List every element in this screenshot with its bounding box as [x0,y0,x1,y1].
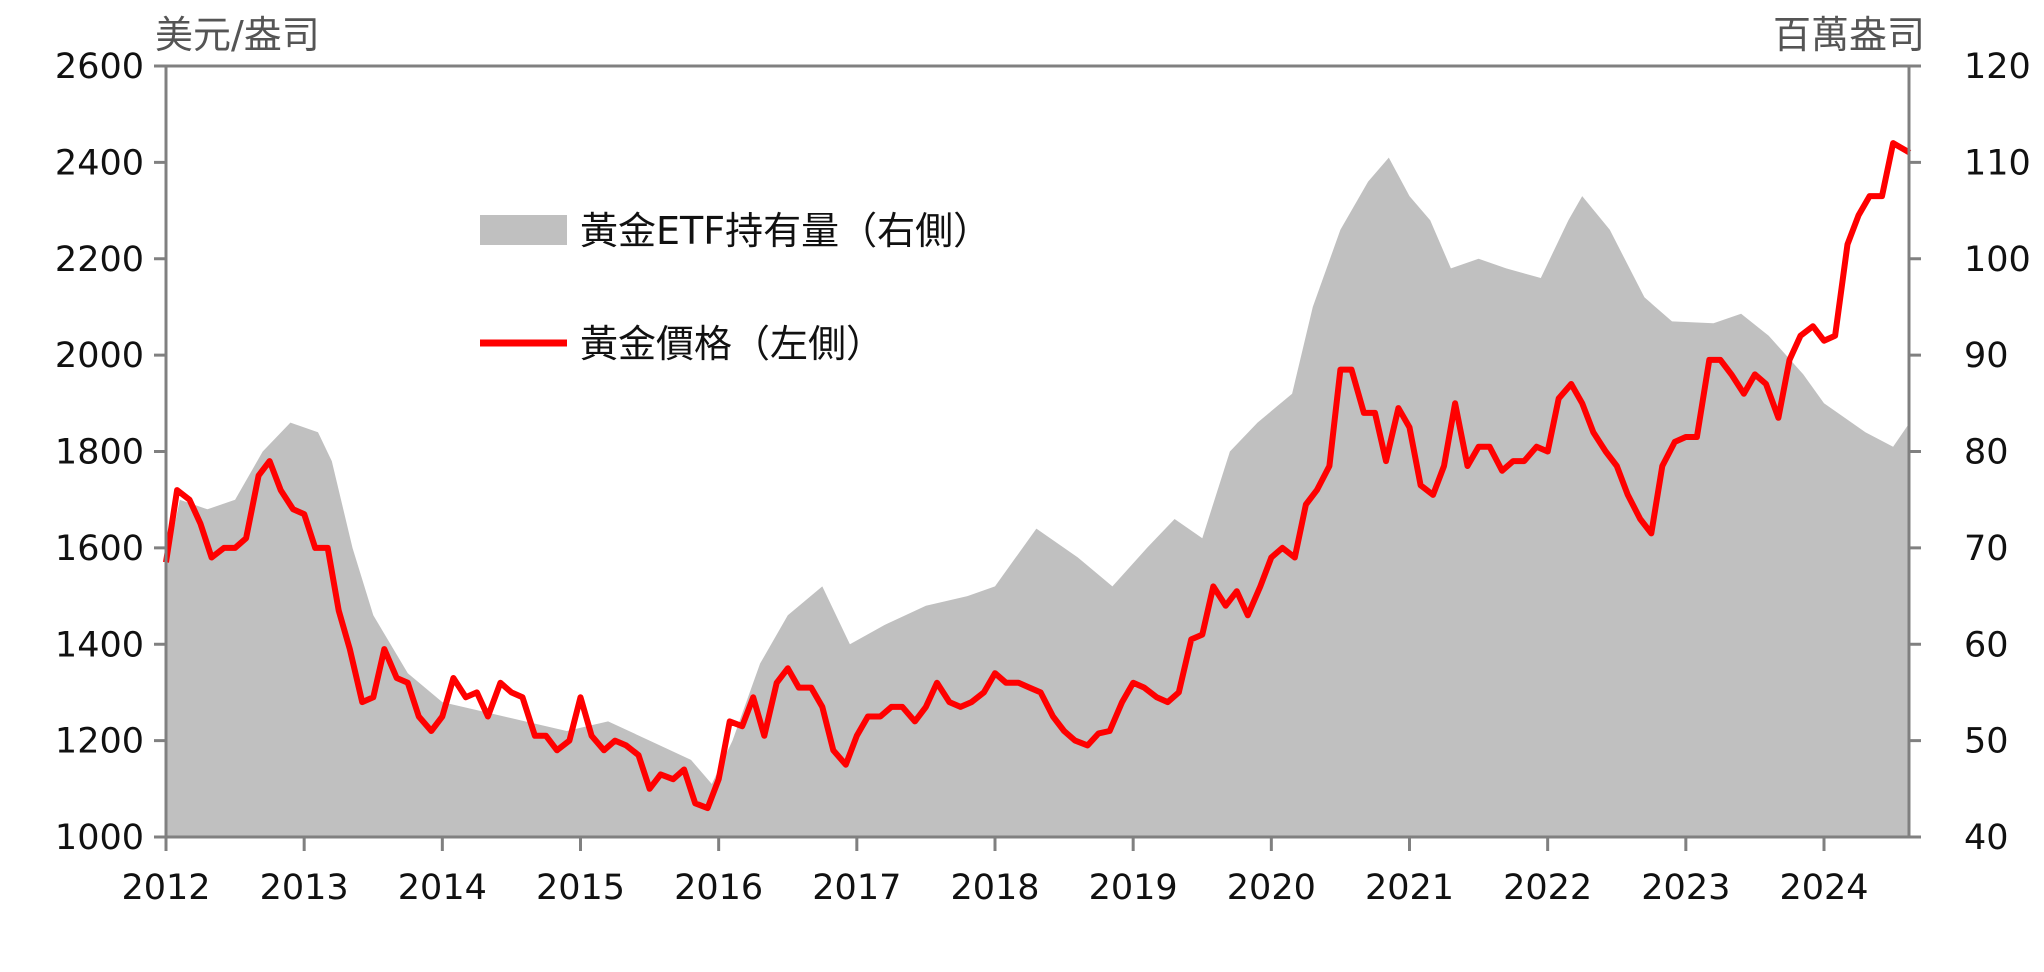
right-tick-label: 80 [1964,433,2009,473]
right-tick-label: 120 [1964,47,2031,87]
x-tick-label: 2015 [536,868,625,908]
x-tick-label: 2024 [1779,868,1868,908]
x-tick-label: 2020 [1227,868,1316,908]
right-axis-unit: 百萬盎司 [1773,13,1925,57]
x-tick-label: 2013 [260,868,349,908]
right-tick-label: 40 [1964,818,2009,858]
left-axis-unit: 美元/盎司 [155,13,320,57]
legend-label-etf: 黃金ETF持有量（右側） [580,209,991,253]
right-tick-label: 50 [1964,722,2009,762]
right-tick-label: 100 [1964,240,2031,280]
x-tick-label: 2017 [812,868,901,908]
right-tick-label: 70 [1964,529,2009,569]
left-tick-label: 2400 [55,143,144,183]
x-tick-label: 2018 [950,868,1039,908]
legend: 黃金ETF持有量（右側） 黃金價格（左側） [480,209,991,366]
left-tick-label: 1400 [55,625,144,665]
x-tick-label: 2012 [121,868,210,908]
legend-label-price: 黃金價格（左側） [580,322,884,366]
right-tick-label: 60 [1964,625,2009,665]
right-tick-label: 110 [1964,143,2031,183]
etf-holdings-area [166,157,1910,838]
x-tick-label: 2016 [674,868,763,908]
left-tick-label: 1000 [55,818,144,858]
left-tick-label: 2200 [55,240,144,280]
x-tick-label: 2022 [1503,868,1592,908]
gold-price-line [163,140,1912,812]
left-tick-label: 1600 [55,529,144,569]
x-tick-label: 2021 [1365,868,1454,908]
left-tick-label: 2000 [55,336,144,376]
left-tick-label: 2600 [55,47,144,87]
right-tick-label: 90 [1964,336,2009,376]
left-tick-label: 1200 [55,722,144,762]
x-tick-label: 2019 [1089,868,1178,908]
legend-swatch-etf [480,215,567,245]
left-tick-label: 1800 [55,433,144,473]
x-tick-label: 2023 [1641,868,1730,908]
x-tick-label: 2014 [398,868,487,908]
